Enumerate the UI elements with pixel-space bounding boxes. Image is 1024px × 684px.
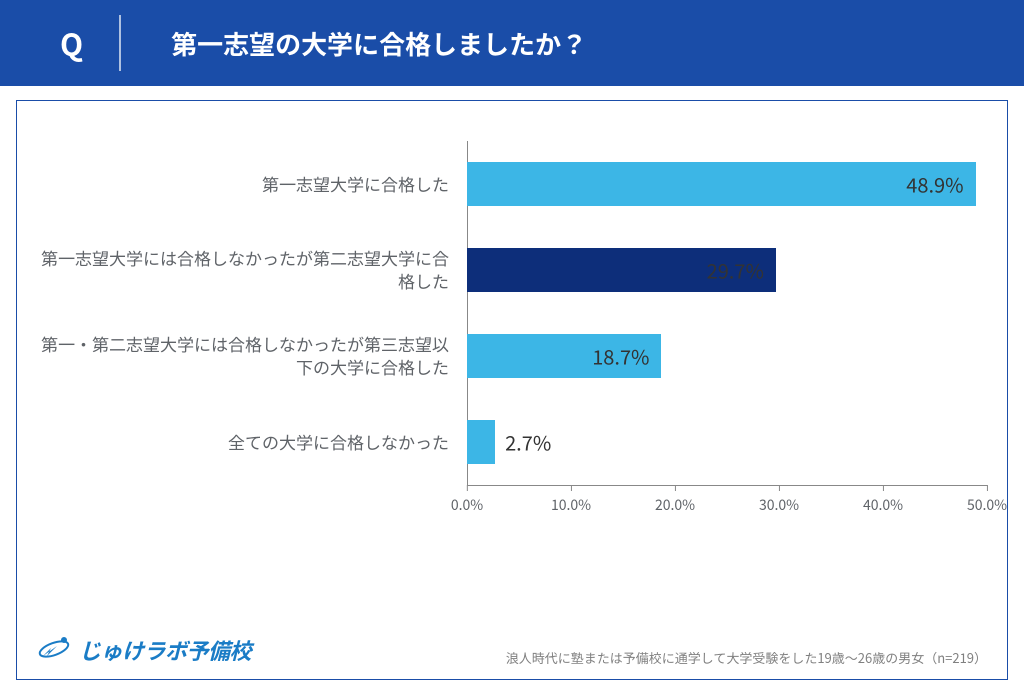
question-title: 第一志望の大学に合格しましたか？ (121, 25, 587, 62)
x-tick-label: 50.0% (967, 495, 1007, 515)
brand: じゅけラボ予備校 (37, 632, 251, 667)
bar-row: 48.9% (467, 141, 987, 227)
x-tick-label: 30.0% (759, 495, 799, 515)
bar-label: 第一志望大学には合格しなかったが第二志望大学に合格した (37, 227, 449, 313)
chart-footer: じゅけラボ予備校 浪人時代に塾または予備校に通学して大学受験をした19歳～26歳… (37, 632, 987, 667)
y-axis-labels: 第一志望大学に合格した第一志望大学には合格しなかったが第二志望大学に合格した第一… (37, 141, 467, 520)
x-tick: 50.0% (967, 485, 1007, 515)
q-label: Q (60, 15, 121, 71)
bar-value: 2.7% (505, 428, 551, 457)
bar-row: 2.7% (467, 399, 987, 485)
x-tick: 30.0% (759, 485, 799, 515)
x-tick: 0.0% (451, 485, 483, 515)
bar-row: 18.7% (467, 313, 987, 399)
chart-area: 第一志望大学に合格した第一志望大学には合格しなかったが第二志望大学に合格した第一… (37, 131, 987, 520)
bar-label: 全ての大学に合格しなかった (37, 399, 449, 485)
bar-value: 18.7% (592, 342, 649, 371)
bar-row: 29.7% (467, 227, 987, 313)
chart-container: 第一志望大学に合格した第一志望大学には合格しなかったが第二志望大学に合格した第一… (16, 100, 1008, 680)
question-header: Q 第一志望の大学に合格しましたか？ (0, 0, 1024, 86)
brand-text: じゅけラボ予備校 (79, 634, 251, 666)
bar: 48.9% (467, 162, 976, 206)
x-tick-label: 0.0% (451, 495, 483, 515)
x-tick-label: 40.0% (863, 495, 903, 515)
bar-label: 第一・第二志望大学には合格しなかったが第三志望以下の大学に合格した (37, 313, 449, 399)
source-note: 浪人時代に塾または予備校に通学して大学受験をした19歳～26歳の男女（n=219… (506, 648, 987, 667)
bar-value: 48.9% (906, 170, 963, 199)
bar: 2.7% (467, 420, 495, 464)
x-axis-line (467, 485, 987, 486)
bar: 18.7% (467, 334, 661, 378)
brand-logo-icon (37, 632, 71, 667)
x-tick: 20.0% (655, 485, 695, 515)
bar-label: 第一志望大学に合格した (37, 141, 449, 227)
x-tick-label: 20.0% (655, 495, 695, 515)
bar: 29.7% (467, 248, 776, 292)
plot-area: 48.9%29.7%18.7%2.7% 0.0%10.0%20.0%30.0%4… (467, 141, 987, 520)
x-tick: 10.0% (551, 485, 591, 515)
x-tick: 40.0% (863, 485, 903, 515)
bar-value: 29.7% (707, 256, 764, 285)
x-tick-label: 10.0% (551, 495, 591, 515)
